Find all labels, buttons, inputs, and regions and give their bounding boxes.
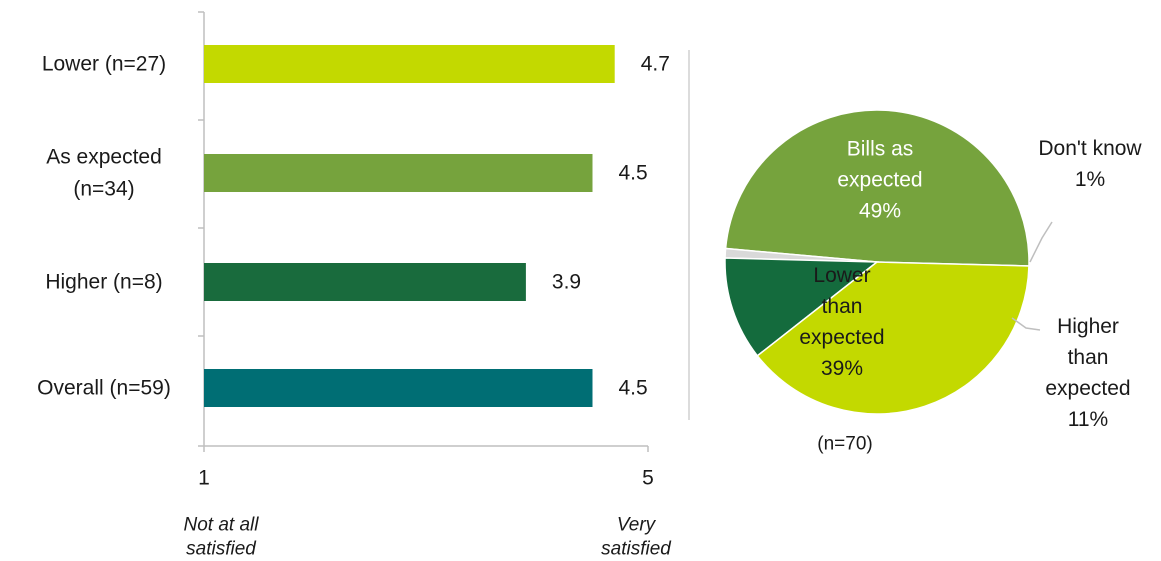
pie-slice-label-line: 1% [1075,168,1105,191]
pie-slice [724,257,880,357]
pie-slice-label-line: expected [1045,377,1130,400]
bar [204,154,593,192]
pie-slice-label-line: than [822,295,863,318]
category-label-line: (n=34) [73,178,134,201]
x-min-note-line: satisfied [186,539,257,560]
x-tick-label: 5 [642,467,654,490]
x-max-note-line: satisfied [601,539,672,560]
leader-line [1029,221,1053,263]
bar [204,369,593,407]
pie-slice-label-line: Don't know [1038,137,1142,160]
pie-slice-label-line: expected [799,326,884,349]
bar-value-label: 4.7 [641,53,670,76]
bar-value-label: 3.9 [552,271,581,294]
x-min-note-line: Not at all [184,515,260,536]
x-min-note: Not at all satisfied [184,515,260,560]
bar-value-label: 4.5 [619,162,648,185]
category-label-line: Overall (n=59) [37,377,171,400]
category-label: Overall (n=59) [37,377,171,400]
pie-slice-label-line: than [1068,346,1109,369]
pie-sample-size: (n=70) [817,434,872,455]
pie-slice-label-line: Higher [1057,315,1119,338]
pie-slice-label-line: 39% [821,357,863,380]
x-max-note-line: Very [617,515,657,536]
bar-chart: 1 5 4.7 4.5 3.9 4.5 [198,11,670,490]
category-label-line: Lower (n=27) [42,53,166,76]
bar-value-label: 4.5 [619,377,648,400]
category-label: Higher (n=8) [45,271,162,294]
pie-slice-label-line: Bills as [847,138,914,161]
pie-slice-label-line: expected [837,169,922,192]
pie-slice [724,109,1030,267]
pie-slice-label-line: Lower [813,264,870,287]
category-label: As expected (n=34) [46,146,162,201]
pie-slice-label-line: 11% [1068,408,1108,431]
bar [204,45,615,83]
pie-chart [724,109,1053,415]
leader-line [1011,317,1041,331]
category-label: Lower (n=27) [42,53,166,76]
pie-slice-label: Lower than expected 39% [799,264,884,380]
x-tick-label: 1 [198,467,210,490]
category-label-line: As expected [46,146,162,169]
pie-slice-label: Bills as expected 49% [837,138,922,223]
pie-slice-label: Don't know 1% [1038,137,1142,191]
pie-slice-label-line: 49% [859,200,901,223]
pie-slice [756,261,1030,415]
bar [204,263,526,301]
pie-slice-label: Higher than expected 11% [1045,315,1130,431]
x-max-note: Very satisfied [601,515,672,560]
category-label-line: Higher (n=8) [45,271,162,294]
